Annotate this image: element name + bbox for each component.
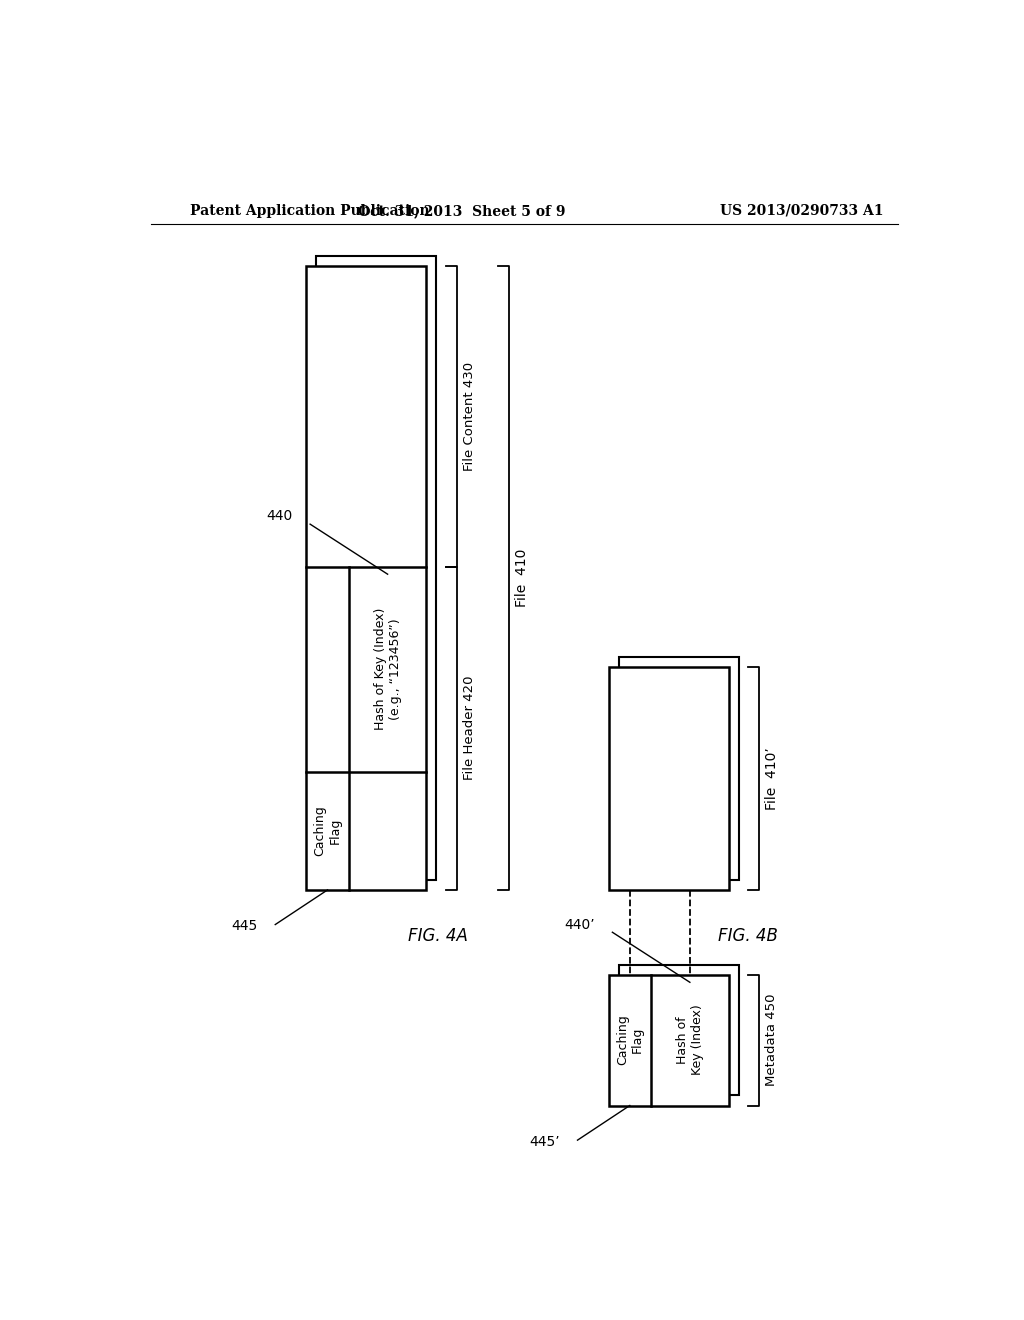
Text: Caching
Flag: Caching Flag <box>615 1015 644 1065</box>
Text: File  410’: File 410’ <box>765 747 779 809</box>
Text: FIG. 4B: FIG. 4B <box>718 927 778 945</box>
Text: FIG. 4A: FIG. 4A <box>408 927 468 945</box>
Bar <box>316 256 436 880</box>
Text: File  410: File 410 <box>515 549 529 607</box>
Bar <box>306 267 426 890</box>
Text: 440’: 440’ <box>564 917 595 932</box>
Text: File Header 420: File Header 420 <box>463 676 476 780</box>
Text: Patent Application Publication: Patent Application Publication <box>190 203 430 218</box>
Text: Metadata 450: Metadata 450 <box>765 994 778 1086</box>
Text: 440: 440 <box>266 510 292 524</box>
Text: File Content 430: File Content 430 <box>463 362 476 471</box>
Text: Hash of Key (Index)
(e.g., “123456”): Hash of Key (Index) (e.g., “123456”) <box>374 609 401 730</box>
Text: 445: 445 <box>231 919 257 933</box>
Bar <box>618 965 738 1096</box>
Text: Hash of
Key (Index): Hash of Key (Index) <box>676 1005 703 1076</box>
Bar <box>608 974 729 1106</box>
Text: Caching
Flag: Caching Flag <box>313 805 342 857</box>
Bar <box>618 656 738 880</box>
Text: Oct. 31, 2013  Sheet 5 of 9: Oct. 31, 2013 Sheet 5 of 9 <box>357 203 565 218</box>
Bar <box>608 667 729 890</box>
Text: US 2013/0290733 A1: US 2013/0290733 A1 <box>721 203 884 218</box>
Text: 445’: 445’ <box>529 1135 560 1148</box>
